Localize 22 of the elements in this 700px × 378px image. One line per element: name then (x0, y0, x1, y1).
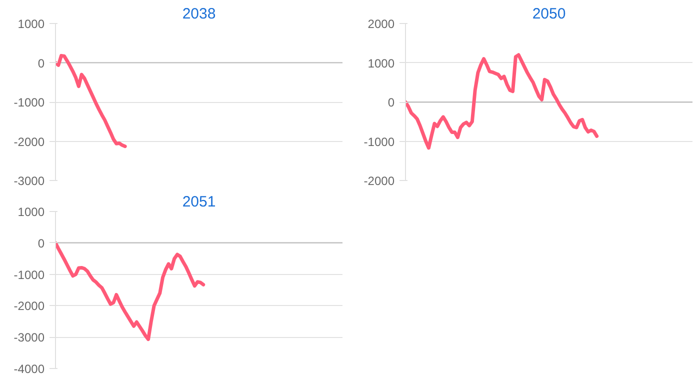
y-tick-label: -2000 (14, 299, 45, 314)
chart-title: 2050 (532, 6, 566, 22)
y-tick-label: 1000 (18, 205, 45, 219)
chart-title: 2051 (182, 194, 216, 210)
y-tick-label: -1000 (14, 96, 45, 110)
y-tick-label: 1000 (18, 17, 45, 31)
y-tick-label: -1000 (14, 268, 45, 282)
y-tick-label: -4000 (14, 362, 45, 376)
line-series (406, 53, 599, 150)
line-series (56, 241, 206, 342)
y-tick-label: 0 (38, 56, 45, 70)
y-tick-label: 0 (38, 236, 45, 250)
y-tick-label: 2000 (368, 17, 395, 31)
y-tick-label: -3000 (14, 174, 45, 188)
y-tick-label: -1000 (364, 134, 395, 149)
chart-title: 2038 (182, 6, 216, 22)
y-tick-label: -2000 (364, 174, 395, 188)
y-tick-label: -2000 (14, 134, 45, 149)
line-series (56, 54, 127, 148)
y-tick-label: -3000 (14, 330, 45, 345)
y-tick-label: 1000 (368, 56, 395, 70)
y-tick-label: 0 (388, 96, 395, 110)
